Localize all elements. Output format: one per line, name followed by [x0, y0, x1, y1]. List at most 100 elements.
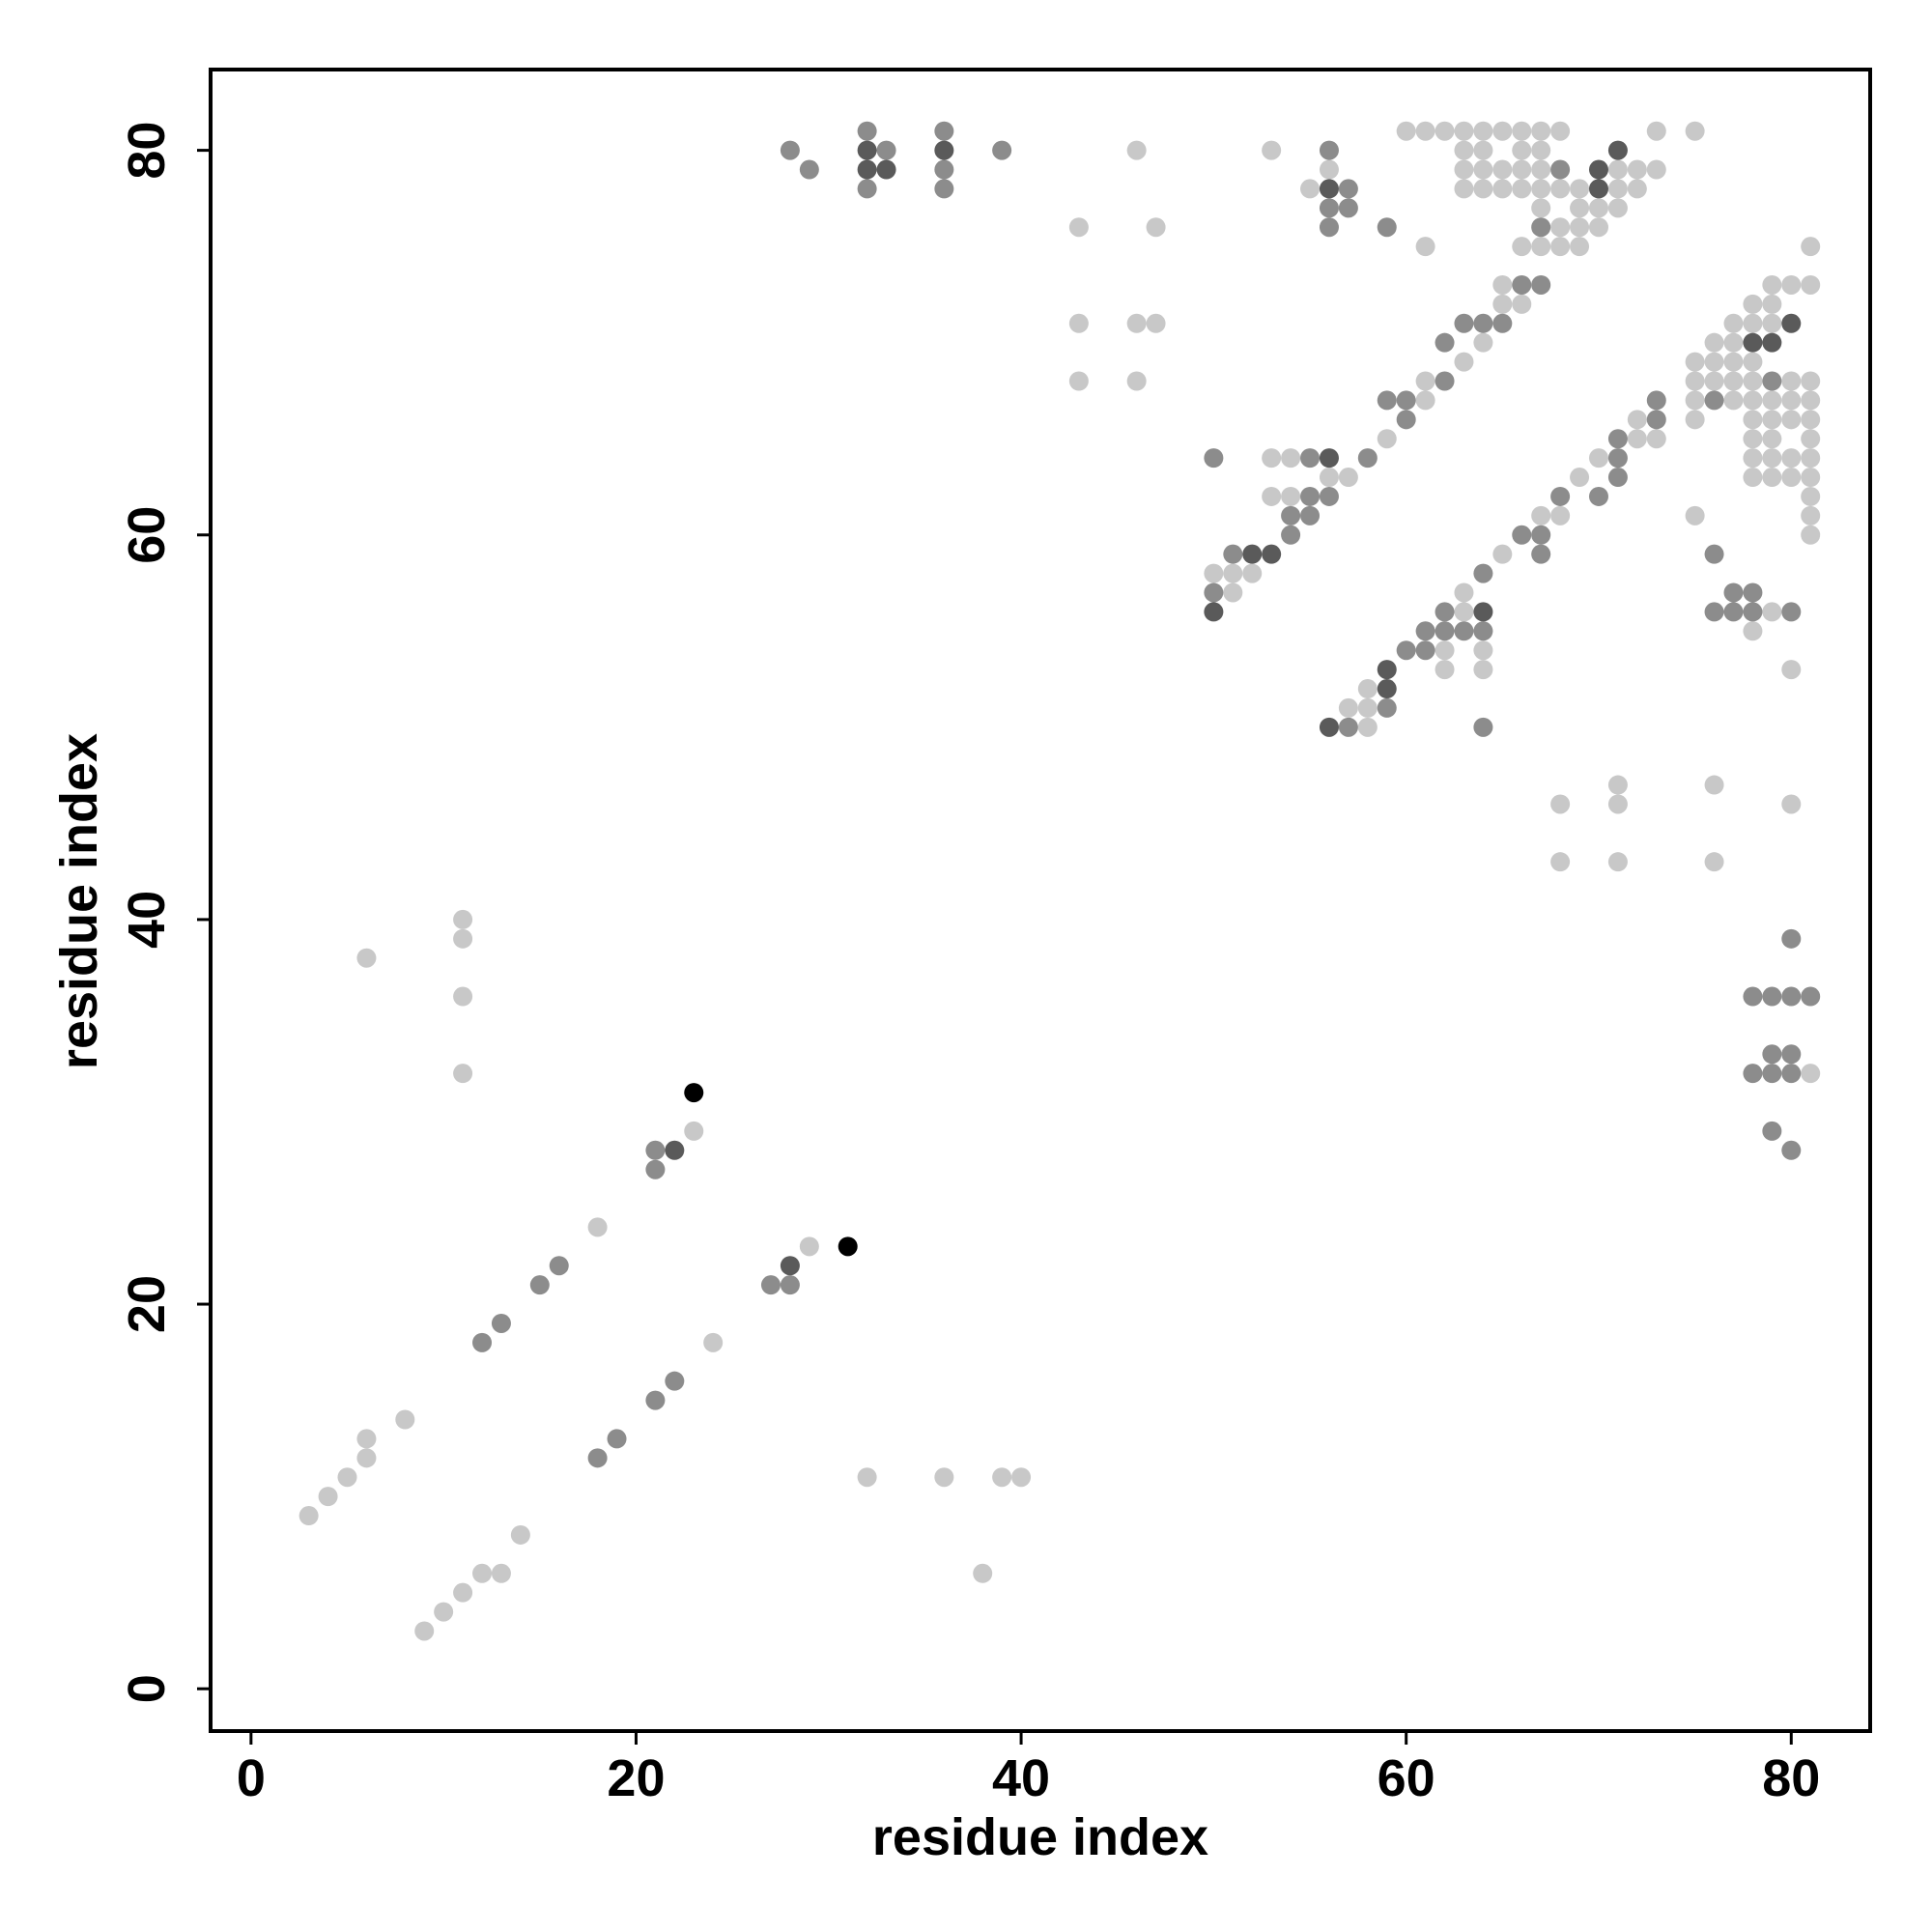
point: [453, 928, 473, 949]
point: [1781, 1140, 1802, 1160]
point: [1146, 217, 1166, 238]
point: [1473, 602, 1493, 622]
point: [1685, 505, 1705, 526]
point: [1781, 986, 1802, 1007]
point: [1512, 140, 1532, 160]
point: [1454, 602, 1474, 622]
point: [1588, 217, 1608, 238]
point: [1762, 332, 1782, 353]
point: [356, 1448, 377, 1468]
point: [1723, 371, 1744, 391]
point: [1607, 794, 1628, 814]
point: [1415, 237, 1435, 257]
point: [1242, 563, 1263, 583]
x-tick-label: 0: [237, 1749, 266, 1807]
point: [1319, 140, 1339, 160]
point: [1627, 429, 1647, 449]
point: [1396, 640, 1416, 661]
point: [1588, 159, 1608, 180]
point: [1550, 121, 1571, 141]
point: [1454, 140, 1474, 160]
y-tick-label: 0: [118, 1674, 176, 1703]
point: [1743, 352, 1763, 372]
point: [1781, 794, 1802, 814]
point: [1492, 313, 1513, 333]
point: [1801, 371, 1821, 391]
point: [992, 140, 1012, 160]
point: [491, 1563, 511, 1583]
point: [1454, 121, 1474, 141]
point: [1781, 928, 1802, 949]
point: [1801, 986, 1821, 1007]
point: [1262, 544, 1282, 564]
point: [1781, 468, 1802, 488]
point: [1781, 1044, 1802, 1065]
point: [1704, 371, 1724, 391]
point: [472, 1563, 493, 1583]
point: [1454, 313, 1474, 333]
point: [1704, 544, 1724, 564]
point: [510, 1524, 530, 1545]
point: [1743, 468, 1763, 488]
point: [1531, 121, 1551, 141]
point: [934, 179, 954, 199]
point: [1068, 371, 1089, 391]
point: [1704, 332, 1724, 353]
point: [1762, 1044, 1782, 1065]
point: [1415, 621, 1435, 641]
point: [1646, 390, 1666, 411]
point: [1454, 159, 1474, 180]
point: [1607, 852, 1628, 872]
point: [1531, 159, 1551, 180]
point: [587, 1448, 608, 1468]
point: [1801, 486, 1821, 506]
point: [298, 1506, 319, 1526]
point: [857, 140, 877, 160]
x-tick-label: 40: [992, 1749, 1050, 1807]
point: [1126, 313, 1147, 333]
point: [684, 1083, 704, 1103]
point: [1338, 697, 1358, 718]
point: [1743, 390, 1763, 411]
point: [1801, 410, 1821, 430]
point: [1704, 352, 1724, 372]
point: [1704, 602, 1724, 622]
point: [1531, 505, 1551, 526]
point: [1550, 794, 1571, 814]
point: [1801, 429, 1821, 449]
point: [1204, 563, 1224, 583]
point: [1319, 468, 1339, 488]
point: [1454, 352, 1474, 372]
point: [645, 1390, 666, 1410]
point: [1435, 660, 1455, 680]
point: [1550, 179, 1571, 199]
point: [799, 159, 819, 180]
x-tick-label: 80: [1762, 1749, 1820, 1807]
point: [1570, 468, 1590, 488]
point: [1801, 448, 1821, 469]
point: [472, 1332, 493, 1352]
point: [1319, 179, 1339, 199]
point: [1435, 602, 1455, 622]
point: [1473, 313, 1493, 333]
point: [1300, 505, 1321, 526]
x-tick-label: 60: [1378, 1749, 1435, 1807]
point: [1704, 390, 1724, 411]
point: [1743, 621, 1763, 641]
point: [1743, 313, 1763, 333]
point: [1570, 179, 1590, 199]
point: [1627, 410, 1647, 430]
point: [1801, 237, 1821, 257]
point: [1723, 582, 1744, 603]
point: [1300, 179, 1321, 199]
point: [356, 948, 377, 968]
point: [1762, 1064, 1782, 1084]
point: [1531, 237, 1551, 257]
point: [934, 159, 954, 180]
point: [665, 1371, 685, 1391]
y-tick-label: 80: [118, 122, 176, 180]
point: [1607, 140, 1628, 160]
point: [1262, 486, 1282, 506]
point: [934, 1467, 954, 1488]
point: [395, 1409, 415, 1430]
